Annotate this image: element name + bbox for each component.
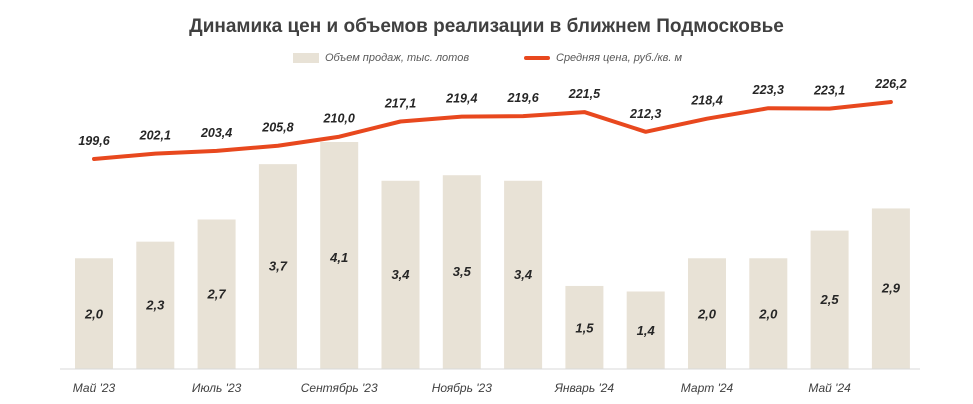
price-value-label: 210,0 xyxy=(323,112,355,126)
bar-value-label: 2,3 xyxy=(145,297,165,312)
legend-label-volume: Объем продаж, тыс. лотов xyxy=(325,52,470,64)
bar-volume xyxy=(442,175,481,369)
bar-value-label: 1,5 xyxy=(575,320,594,335)
price-value-label: 205,8 xyxy=(261,121,293,135)
price-value-label: 203,4 xyxy=(200,126,232,140)
price-value-label: 226,2 xyxy=(874,77,906,91)
price-value-label: 199,6 xyxy=(78,134,110,148)
bar-value-label: 3,5 xyxy=(453,264,472,279)
x-tick-label: Май '24 xyxy=(808,381,851,395)
bar-volume xyxy=(75,258,113,369)
price-value-label: 202,1 xyxy=(139,129,171,143)
bar-value-label: 4,1 xyxy=(329,250,348,265)
x-tick-label: Март '24 xyxy=(681,381,734,395)
bar-value-label: 2,9 xyxy=(881,281,901,296)
bar-value-label: 2,5 xyxy=(820,292,840,307)
price-value-label: 223,3 xyxy=(752,83,784,97)
bar-volume xyxy=(810,230,849,369)
bar-volume xyxy=(136,241,175,369)
price-value-label: 219,4 xyxy=(445,92,477,106)
bar-volume xyxy=(871,208,910,369)
bar-volume xyxy=(258,164,297,369)
price-line xyxy=(92,100,893,161)
bar-volume xyxy=(197,219,236,369)
x-tick-label: Ноябрь '23 xyxy=(432,381,493,395)
bar-volume xyxy=(688,258,726,369)
price-value-label: 217,1 xyxy=(384,97,416,111)
price-value-label: 218,4 xyxy=(690,94,722,108)
bar-value-label: 3,7 xyxy=(269,259,288,274)
bar-volume xyxy=(565,285,604,369)
x-tick-label: Сентябрь '23 xyxy=(301,381,378,395)
bar-value-label: 1,4 xyxy=(637,323,656,338)
bar-volume xyxy=(381,180,420,369)
legend-label-price: Средняя цена, руб./кв. м xyxy=(556,52,683,64)
price-value-label: 212,3 xyxy=(629,107,661,121)
bar-volume xyxy=(749,258,788,369)
bar-value-label: 3,4 xyxy=(514,267,533,282)
legend: Объем продаж, тыс. лотов Средняя цена, р… xyxy=(0,49,973,67)
x-tick-label: Январь '24 xyxy=(554,381,615,395)
legend-swatch-volume xyxy=(293,53,319,63)
bar-value-label: 2,7 xyxy=(207,286,227,301)
x-tick-label: Май '23 xyxy=(73,381,116,395)
price-value-label: 219,6 xyxy=(506,91,539,105)
bar-volume xyxy=(320,142,359,369)
bar-value-label: 2,0 xyxy=(84,307,104,322)
bar-value-label: 2,0 xyxy=(697,307,717,322)
x-tick-label: Июль '23 xyxy=(192,381,242,395)
price-value-label: 221,5 xyxy=(568,87,601,101)
legend-item-volume: Объем продаж, тыс. лотов xyxy=(293,49,469,67)
legend-swatch-price xyxy=(524,56,550,60)
bar-value-label: 2,0 xyxy=(758,307,778,322)
bar-volume xyxy=(626,291,665,369)
bar-volume xyxy=(504,180,543,369)
bar-value-label: 3,4 xyxy=(391,267,410,282)
legend-item-price: Средняя цена, руб./кв. м xyxy=(524,49,682,67)
price-value-label: 223,1 xyxy=(813,84,845,98)
chart-title: Динамика цен и объемов реализации в ближ… xyxy=(189,16,784,37)
